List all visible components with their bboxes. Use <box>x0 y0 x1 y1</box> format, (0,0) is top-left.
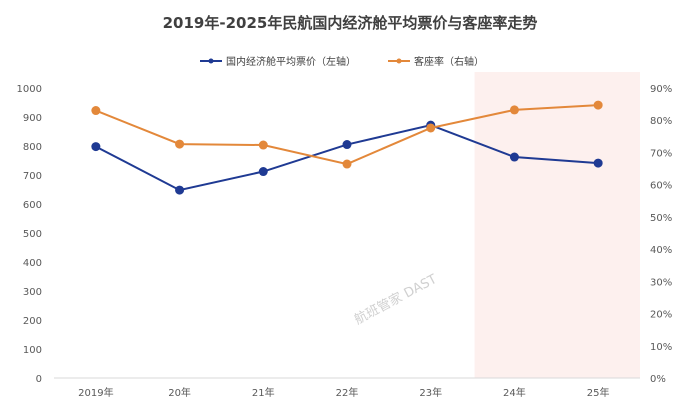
load-factor-point <box>342 159 352 169</box>
left-tick-label: 500 <box>23 229 42 240</box>
load-factor-point <box>175 139 185 149</box>
price-point <box>175 185 185 195</box>
right-tick-label: 0% <box>650 374 666 385</box>
price-point <box>509 152 519 162</box>
left-tick-label: 700 <box>23 171 42 182</box>
x-tick-label: 22年 <box>336 386 359 399</box>
legend-load-factor-marker <box>396 58 402 64</box>
right-tick-label: 50% <box>650 213 672 224</box>
right-tick-label: 80% <box>650 116 672 127</box>
load-factor-point <box>258 140 268 150</box>
price-point <box>258 167 268 177</box>
price-point <box>342 140 352 150</box>
left-tick-label: 200 <box>23 316 42 327</box>
load-factor-point <box>426 123 436 133</box>
x-tick-label: 21年 <box>252 386 275 399</box>
right-tick-label: 60% <box>650 181 672 192</box>
right-tick-label: 40% <box>650 245 672 256</box>
x-tick-label: 23年 <box>419 386 442 399</box>
left-tick-label: 100 <box>23 345 42 356</box>
legend-price-label: 国内经济舱平均票价（左轴） <box>226 55 356 68</box>
price-point <box>593 158 603 168</box>
left-tick-label: 0 <box>36 374 42 385</box>
watermark: 航班管家 DAST <box>352 271 440 328</box>
x-tick-label: 2019年 <box>78 386 113 399</box>
left-tick-label: 300 <box>23 287 42 298</box>
load-factor-point <box>509 105 519 115</box>
legend-price-marker <box>208 58 214 64</box>
x-tick-label: 20年 <box>168 386 191 399</box>
left-tick-label: 1000 <box>17 84 42 95</box>
right-tick-label: 90% <box>650 84 672 95</box>
load-factor-point <box>593 100 603 110</box>
x-tick-label: 25年 <box>587 386 610 399</box>
highlight-region <box>474 72 640 378</box>
price-point <box>91 142 101 152</box>
left-tick-label: 600 <box>23 200 42 211</box>
right-tick-label: 70% <box>650 148 672 159</box>
right-tick-label: 10% <box>650 342 672 353</box>
legend-load-factor-label: 客座率（右轴） <box>414 55 484 68</box>
right-tick-label: 20% <box>650 310 672 321</box>
left-tick-label: 900 <box>23 113 42 124</box>
x-tick-label: 24年 <box>503 386 526 399</box>
left-tick-label: 800 <box>23 142 42 153</box>
right-tick-label: 30% <box>650 277 672 288</box>
chart-title: 2019年-2025年民航国内经济舱平均票价与客座率走势 <box>162 14 538 32</box>
load-factor-point <box>91 106 101 116</box>
left-tick-label: 400 <box>23 258 42 269</box>
